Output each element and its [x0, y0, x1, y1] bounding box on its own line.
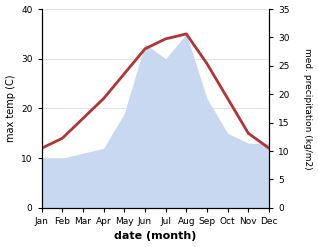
Y-axis label: max temp (C): max temp (C)	[5, 75, 16, 142]
X-axis label: date (month): date (month)	[114, 231, 197, 242]
Y-axis label: med. precipitation (kg/m2): med. precipitation (kg/m2)	[303, 48, 313, 169]
